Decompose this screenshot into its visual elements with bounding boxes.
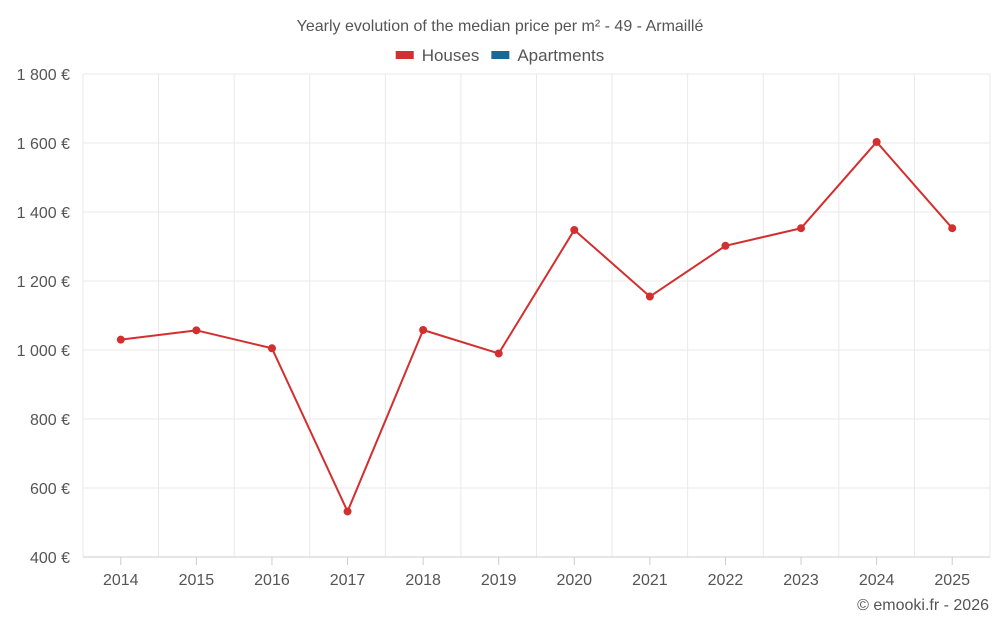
data-point[interactable] bbox=[419, 325, 428, 334]
x-tick-label: 2022 bbox=[708, 572, 744, 589]
credit-text: © emooki.fr - 2026 bbox=[857, 597, 989, 614]
legend-label: Houses bbox=[422, 46, 480, 65]
x-tick-label: 2019 bbox=[481, 572, 517, 589]
data-point[interactable] bbox=[116, 335, 125, 344]
data-point[interactable] bbox=[797, 224, 806, 233]
data-point[interactable] bbox=[872, 137, 881, 146]
y-tick-label: 1 600 € bbox=[17, 136, 70, 153]
x-tick-label: 2021 bbox=[632, 572, 668, 589]
series-line-houses[interactable] bbox=[120, 140, 953, 513]
data-point[interactable] bbox=[570, 225, 579, 234]
y-tick-label: 1 200 € bbox=[17, 274, 70, 291]
data-point[interactable] bbox=[267, 344, 276, 353]
data-point[interactable] bbox=[343, 507, 352, 516]
legend-label: Apartments bbox=[517, 46, 604, 65]
data-point[interactable] bbox=[494, 349, 503, 358]
data-point[interactable] bbox=[948, 224, 957, 233]
y-tick-label: 600 € bbox=[30, 481, 70, 498]
y-tick-label: 800 € bbox=[30, 412, 70, 429]
x-tick-label: 2018 bbox=[405, 572, 441, 589]
x-tick-label: 2020 bbox=[556, 572, 592, 589]
legend-item-houses[interactable]: Houses bbox=[395, 46, 480, 65]
y-tick-label: 1 000 € bbox=[17, 343, 70, 360]
x-tick-label: 2025 bbox=[934, 572, 970, 589]
legend-swatch bbox=[395, 51, 414, 59]
x-tick-label: 2023 bbox=[783, 572, 819, 589]
x-tick-label: 2024 bbox=[859, 572, 895, 589]
y-tick-label: 400 € bbox=[30, 550, 70, 567]
legend[interactable]: Houses Apartments bbox=[395, 46, 605, 65]
legend-item-apartments[interactable]: Apartments bbox=[491, 46, 604, 65]
y-tick-label: 1 800 € bbox=[17, 67, 70, 84]
x-tick-label: 2017 bbox=[330, 572, 366, 589]
grid bbox=[82, 73, 991, 557]
data-point[interactable] bbox=[645, 292, 654, 301]
y-tick-label: 1 400 € bbox=[17, 205, 70, 222]
data-point[interactable] bbox=[192, 326, 201, 335]
chart-title: Yearly evolution of the median price per… bbox=[297, 18, 704, 35]
x-tick-label: 2016 bbox=[254, 572, 290, 589]
x-tick-label: 2014 bbox=[103, 572, 139, 589]
data-point[interactable] bbox=[721, 241, 730, 250]
x-tick-label: 2015 bbox=[179, 572, 215, 589]
legend-swatch bbox=[491, 51, 510, 59]
axes: 400 € 600 € 800 € 1 000 € 1 200 € 1 400 € 1 60… bbox=[17, 67, 990, 589]
series-layer bbox=[116, 137, 957, 516]
